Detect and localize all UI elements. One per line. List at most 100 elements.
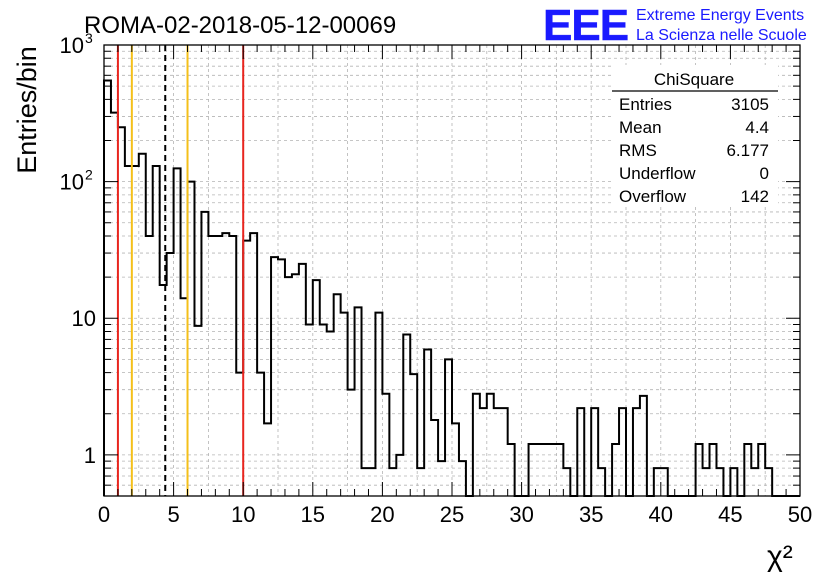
histogram-bin: [591, 408, 598, 496]
histogram-bin: [285, 277, 292, 496]
x-tick-label: 0: [98, 502, 110, 527]
histogram-bin: [348, 390, 355, 496]
histogram-bin: [549, 444, 556, 496]
histogram-bin: [452, 423, 459, 496]
histogram-bin: [306, 324, 313, 496]
histogram-bin: [320, 324, 327, 496]
histogram-bin: [563, 468, 570, 496]
histogram-bin: [257, 373, 264, 496]
histogram-bin: [431, 420, 438, 496]
logo-line-1: Extreme Energy Events: [636, 7, 804, 24]
stats-row-value: 0: [760, 164, 769, 183]
histogram-bin: [640, 396, 647, 496]
x-tick-label: 30: [509, 502, 533, 527]
histogram-bin: [271, 257, 278, 496]
stats-row-value: 4.4: [745, 118, 769, 137]
x-tick-label: 15: [301, 502, 325, 527]
histogram-bin: [577, 408, 584, 496]
stats-row-value: 142: [741, 187, 769, 206]
y-tick-label: 10: [60, 33, 84, 58]
y-tick-label-exponent: 2: [85, 167, 93, 183]
histogram-bin: [153, 166, 160, 496]
stats-row-label: Mean: [619, 118, 662, 137]
histogram-bin: [696, 444, 703, 496]
stats-title: ChiSquare: [654, 70, 734, 89]
histogram-bin: [542, 444, 549, 496]
histogram-bin: [132, 166, 139, 496]
histogram-bin: [508, 444, 515, 496]
histogram-bin: [410, 374, 417, 496]
histogram-bin: [501, 408, 508, 496]
histogram-bin: [243, 241, 250, 496]
histogram-bin: [536, 444, 543, 496]
histogram-bin: [744, 444, 751, 496]
y-tick-label-exponent: 3: [85, 30, 93, 46]
histogram-bin: [208, 236, 215, 496]
histogram-bin: [341, 313, 348, 496]
histogram-bin: [334, 294, 341, 496]
histogram-bin: [236, 373, 243, 496]
histogram-bin: [174, 168, 181, 496]
stats-row-label: Underflow: [619, 164, 696, 183]
histogram-bin: [188, 182, 195, 496]
logo-line-2: La Scienza nelle Scuole: [636, 27, 807, 44]
histogram-bin: [598, 468, 605, 496]
histogram-bin: [445, 359, 452, 496]
histogram-bin: [313, 280, 320, 496]
stats-row-label: Entries: [619, 95, 672, 114]
x-tick-label: 10: [231, 502, 255, 527]
x-tick-label: 40: [649, 502, 673, 527]
histogram-bin: [480, 408, 487, 496]
histogram-bin: [633, 408, 640, 496]
histogram-bin: [362, 468, 369, 496]
histogram-bin: [292, 274, 299, 496]
histogram-bin: [139, 154, 146, 496]
y-tick-label: 10: [60, 170, 84, 195]
histogram-bin: [222, 233, 229, 496]
histogram-bin: [278, 259, 285, 496]
x-axis-title: χ²: [767, 540, 793, 572]
x-tick-label: 45: [718, 502, 742, 527]
histogram-bin: [529, 444, 536, 496]
histogram-bin: [758, 444, 765, 496]
x-tick-labels: 0 5 10 15 20 25 30 35 40 45 50: [98, 502, 812, 527]
x-tick-label: 20: [370, 502, 394, 527]
histogram-bin: [459, 461, 466, 496]
histogram-bin: [403, 335, 410, 496]
histogram-bin: [654, 468, 661, 496]
histogram-bin: [494, 408, 501, 496]
histogram-bin: [375, 313, 382, 496]
x-tick-label: 50: [788, 502, 812, 527]
stats-row-label: RMS: [619, 141, 657, 160]
histogram-bin: [661, 468, 668, 496]
histogram-bin: [710, 444, 717, 496]
histogram-bin: [438, 461, 445, 496]
run-title: ROMA-02-2018-05-12-00069: [84, 12, 396, 39]
histogram-bin: [194, 326, 201, 496]
histogram-bin: [264, 423, 271, 496]
histogram-bin: [104, 80, 111, 496]
histogram-bin: [556, 444, 563, 496]
histogram-bin: [417, 468, 424, 496]
histogram-bin: [619, 408, 626, 496]
histogram-bin: [118, 127, 125, 496]
histogram-bin: [396, 455, 403, 496]
histogram-bin: [167, 253, 174, 496]
y-tick-label: 10: [72, 306, 96, 331]
histogram-bin: [612, 444, 619, 496]
histogram-bin: [250, 233, 257, 496]
axis-ticks: [103, 45, 801, 497]
histogram-bin: [299, 264, 306, 496]
histogram-bin: [424, 350, 431, 496]
histogram-bin: [473, 394, 480, 496]
stats-row-value: 6.177: [726, 141, 769, 160]
stats-row-label: Overflow: [619, 187, 687, 206]
histogram-bin: [146, 236, 153, 496]
reference-lines: [116, 45, 245, 496]
histogram-bin: [111, 113, 118, 496]
x-tick-label: 5: [167, 502, 179, 527]
histogram-bin: [487, 394, 494, 496]
x-tick-label: 35: [579, 502, 603, 527]
y-axis-title: Entries/bin: [12, 46, 42, 174]
